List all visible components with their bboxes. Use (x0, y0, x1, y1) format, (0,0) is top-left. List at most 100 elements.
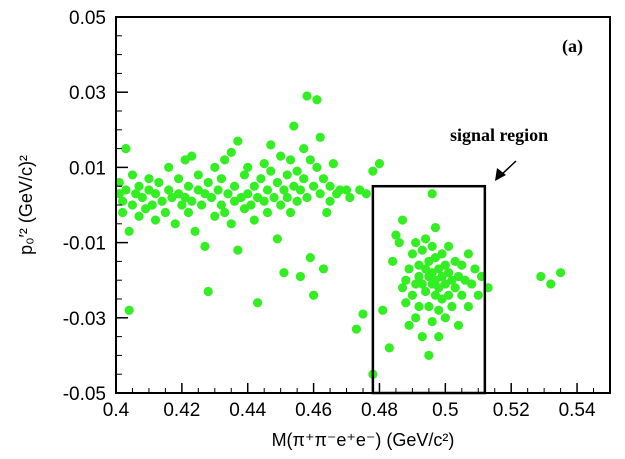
data-point (444, 241, 454, 251)
data-point (536, 271, 546, 282)
data-point (223, 189, 233, 199)
data-point (117, 196, 128, 206)
data-point (417, 279, 427, 289)
data-point (266, 140, 276, 150)
data-point (437, 249, 447, 259)
data-point (473, 290, 483, 300)
x-axis-title: M(π⁺π⁻e⁺e⁻) (GeV/c²) (272, 430, 455, 450)
data-point (121, 185, 131, 195)
y-tick-label: 0.01 (69, 158, 106, 179)
data-point (190, 226, 200, 236)
data-point (440, 260, 450, 270)
data-point (233, 136, 243, 146)
data-point (394, 238, 404, 248)
y-tick-label: -0.01 (63, 234, 106, 255)
data-point (427, 241, 437, 251)
data-point (305, 253, 315, 263)
data-point (325, 196, 335, 206)
data-point (397, 283, 408, 293)
data-point (341, 185, 352, 195)
data-point (374, 159, 385, 169)
data-point (434, 332, 444, 342)
data-point (467, 279, 477, 289)
data-point (430, 222, 441, 233)
data-point (203, 286, 213, 297)
data-point (318, 174, 329, 184)
data-point (401, 298, 411, 308)
data-point (206, 192, 217, 203)
data-point (420, 286, 431, 297)
data-point (285, 155, 296, 165)
data-point (147, 200, 157, 210)
x-tick-label: 0.44 (229, 400, 266, 421)
data-point (424, 301, 434, 312)
data-point (210, 211, 220, 221)
data-point (226, 147, 236, 157)
data-point (335, 185, 345, 195)
data-point (453, 320, 464, 330)
data-point (289, 121, 299, 131)
data-point (401, 275, 411, 285)
data-point (154, 177, 164, 188)
data-point (302, 192, 312, 203)
data-point (266, 166, 276, 176)
data-point (397, 215, 408, 225)
data-point (424, 350, 434, 360)
y-axis-title: p₀′² (GeV/c)² (16, 155, 36, 255)
data-point (276, 151, 286, 161)
data-point (203, 177, 213, 188)
data-point (457, 260, 467, 270)
data-point (216, 200, 226, 210)
data-point (299, 174, 309, 184)
data-point (124, 305, 134, 315)
data-point (463, 301, 473, 312)
data-point (220, 207, 230, 218)
data-point (262, 207, 273, 218)
data-point (134, 211, 144, 221)
data-point (305, 155, 315, 165)
data-point (414, 301, 424, 312)
x-tick-label: 0.54 (559, 400, 596, 421)
data-point (312, 95, 322, 105)
data-point (411, 313, 421, 323)
data-point (427, 316, 437, 327)
data-point (127, 200, 138, 210)
data-point (117, 207, 128, 218)
data-point (253, 298, 263, 308)
data-point (315, 189, 325, 199)
data-point (137, 192, 147, 203)
data-point (361, 189, 371, 199)
data-point (457, 290, 467, 300)
data-point (272, 234, 282, 244)
data-point (546, 279, 556, 289)
data-point (470, 264, 480, 274)
data-point (444, 268, 454, 278)
data-point (417, 332, 427, 342)
data-point (299, 144, 309, 154)
data-point (243, 189, 253, 199)
data-point (556, 268, 566, 278)
data-point (144, 174, 154, 184)
data-point (262, 185, 273, 195)
data-point (269, 192, 279, 203)
data-point (450, 283, 460, 293)
data-point (193, 170, 203, 180)
y-tick-label: -0.03 (63, 309, 106, 330)
data-point (285, 207, 296, 218)
data-point (318, 264, 329, 274)
data-point (292, 196, 302, 206)
x-tick-label: 0.4 (103, 400, 130, 421)
data-point (249, 215, 259, 225)
data-point (407, 249, 417, 259)
axis-ticks: 0.4 0.42 0.44 0.46 0.48 0.5 0.52 0.54 0.05 0.03 0.… (63, 8, 596, 421)
data-point (295, 271, 306, 282)
data-point (124, 226, 134, 236)
data-point (391, 230, 401, 240)
data-point (164, 162, 174, 172)
data-point (256, 174, 266, 184)
data-point (276, 200, 286, 210)
data-point (315, 132, 325, 142)
data-point (210, 162, 220, 172)
data-point (414, 271, 424, 282)
